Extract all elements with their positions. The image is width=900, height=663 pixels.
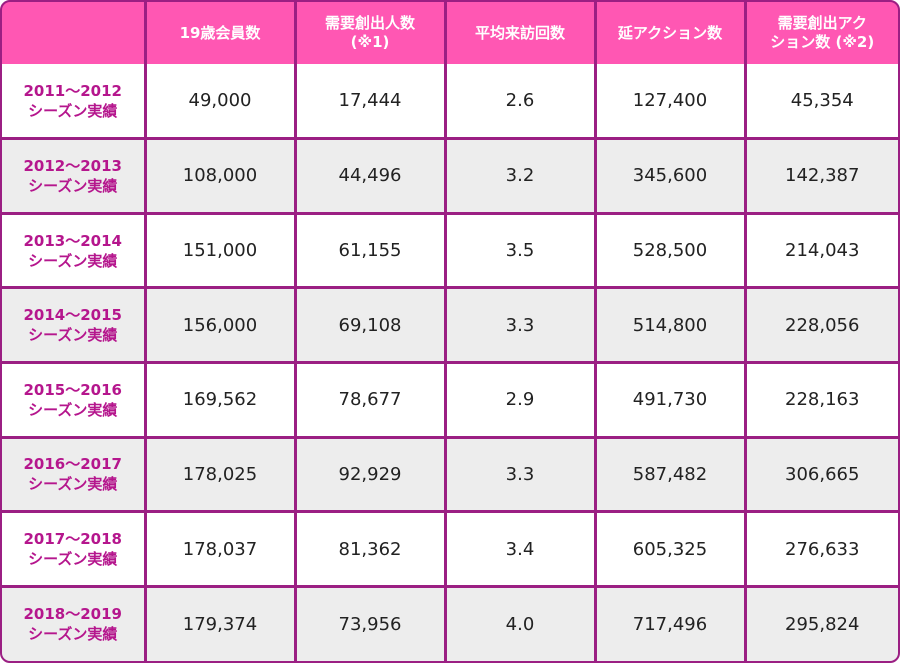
header-demand-people: 需要創出人数 (※1) (293, 2, 447, 64)
header-avg-visits: 平均来訪回数 (443, 2, 597, 64)
season-label-cell: 2012〜2013 シーズン実績 (2, 137, 147, 215)
season-years: 2015〜2016 (23, 380, 123, 399)
season-years: 2012〜2013 (23, 156, 123, 175)
cell-avg-visits: 3.3 (443, 286, 597, 364)
table-row: 2011〜2012 シーズン実績 49,000 17,444 2.6 127,400 45,… (2, 64, 898, 141)
header-members-19: 19歳会員数 (143, 2, 297, 64)
season-years: 2017〜2018 (23, 530, 123, 549)
season-caption: シーズン実績 (28, 101, 118, 120)
table-row: 2013〜2014 シーズン実績 151,000 61,155 3.5 528,500 21… (2, 211, 898, 290)
season-label-cell: 2013〜2014 シーズン実績 (2, 211, 147, 290)
table-row: 2017〜2018 シーズン実績 178,037 81,362 3.4 605,325 27… (2, 510, 898, 588)
table-row: 2018〜2019 シーズン実績 179,374 73,956 4.0 717,496 29… (2, 584, 898, 661)
cell-demand-actions: 295,824 (743, 584, 898, 661)
cell-demand-actions: 276,633 (743, 510, 898, 588)
cell-demand-actions: 228,163 (743, 361, 898, 439)
season-years: 2011〜2012 (23, 81, 123, 100)
cell-demand-actions: 306,665 (743, 435, 898, 514)
cell-total-actions: 528,500 (593, 211, 747, 290)
season-label-cell: 2014〜2015 シーズン実績 (2, 286, 147, 364)
table-body: 2011〜2012 シーズン実績 49,000 17,444 2.6 127,400 45,… (2, 64, 898, 661)
season-years: 2013〜2014 (23, 231, 123, 250)
header-demand-people-line1: 需要創出人数 (324, 14, 415, 32)
cell-members-19: 179,374 (143, 584, 297, 661)
season-caption: シーズン実績 (28, 475, 118, 494)
header-demand-actions-line1: 需要創出アク (777, 14, 867, 32)
cell-demand-people: 92,929 (293, 435, 447, 514)
header-demand-actions: 需要創出アク ション数 (※2) (743, 2, 898, 64)
table-row: 2012〜2013 シーズン実績 108,000 44,496 3.2 345,600 14… (2, 137, 898, 215)
season-label-cell: 2015〜2016 シーズン実績 (2, 361, 147, 439)
cell-demand-people: 44,496 (293, 137, 447, 215)
season-label-cell: 2016〜2017 シーズン実績 (2, 435, 147, 514)
cell-demand-actions: 214,043 (743, 211, 898, 290)
cell-members-19: 178,025 (143, 435, 297, 514)
table-row: 2014〜2015 シーズン実績 156,000 69,108 3.3 514,800 22… (2, 286, 898, 364)
season-caption: シーズン実績 (28, 176, 118, 195)
cell-avg-visits: 3.2 (443, 137, 597, 215)
cell-demand-people: 69,108 (293, 286, 447, 364)
cell-total-actions: 127,400 (593, 64, 747, 141)
table-row: 2016〜2017 シーズン実績 178,025 92,929 3.3 587,482 30… (2, 435, 898, 514)
cell-members-19: 178,037 (143, 510, 297, 588)
cell-total-actions: 605,325 (593, 510, 747, 588)
cell-demand-actions: 228,056 (743, 286, 898, 364)
header-demand-actions-line2: ション数 (※2) (770, 33, 875, 51)
cell-total-actions: 717,496 (593, 584, 747, 661)
header-row: 19歳会員数 需要創出人数 (※1) 平均来訪回数 延アクション数 需要創出アク… (2, 2, 898, 64)
cell-avg-visits: 2.9 (443, 361, 597, 439)
cell-members-19: 49,000 (143, 64, 297, 141)
cell-members-19: 169,562 (143, 361, 297, 439)
cell-avg-visits: 3.5 (443, 211, 597, 290)
header-demand-people-line2: (※1) (350, 33, 390, 51)
header-total-actions: 延アクション数 (593, 2, 747, 64)
cell-avg-visits: 4.0 (443, 584, 597, 661)
season-label-cell: 2011〜2012 シーズン実績 (2, 64, 147, 141)
season-years: 2016〜2017 (23, 455, 123, 474)
season-caption: シーズン実績 (28, 550, 118, 569)
table-row: 2015〜2016 シーズン実績 169,562 78,677 2.9 491,730 22… (2, 361, 898, 439)
cell-avg-visits: 2.6 (443, 64, 597, 141)
cell-demand-people: 17,444 (293, 64, 447, 141)
cell-demand-people: 81,362 (293, 510, 447, 588)
season-label-cell: 2017〜2018 シーズン実績 (2, 510, 147, 588)
season-years: 2018〜2019 (23, 605, 123, 624)
cell-total-actions: 345,600 (593, 137, 747, 215)
cell-demand-actions: 45,354 (743, 64, 898, 141)
season-caption: シーズン実績 (28, 400, 118, 419)
cell-members-19: 108,000 (143, 137, 297, 215)
cell-demand-people: 61,155 (293, 211, 447, 290)
cell-demand-people: 73,956 (293, 584, 447, 661)
cell-members-19: 156,000 (143, 286, 297, 364)
header-corner-cell (2, 2, 147, 64)
cell-total-actions: 514,800 (593, 286, 747, 364)
cell-demand-actions: 142,387 (743, 137, 898, 215)
season-caption: シーズン実績 (28, 625, 118, 644)
cell-members-19: 151,000 (143, 211, 297, 290)
season-label-cell: 2018〜2019 シーズン実績 (2, 584, 147, 661)
season-years: 2014〜2015 (23, 306, 123, 325)
cell-total-actions: 587,482 (593, 435, 747, 514)
cell-demand-people: 78,677 (293, 361, 447, 439)
cell-avg-visits: 3.3 (443, 435, 597, 514)
season-caption: シーズン実績 (28, 326, 118, 345)
season-caption: シーズン実績 (28, 251, 118, 270)
cell-avg-visits: 3.4 (443, 510, 597, 588)
cell-total-actions: 491,730 (593, 361, 747, 439)
